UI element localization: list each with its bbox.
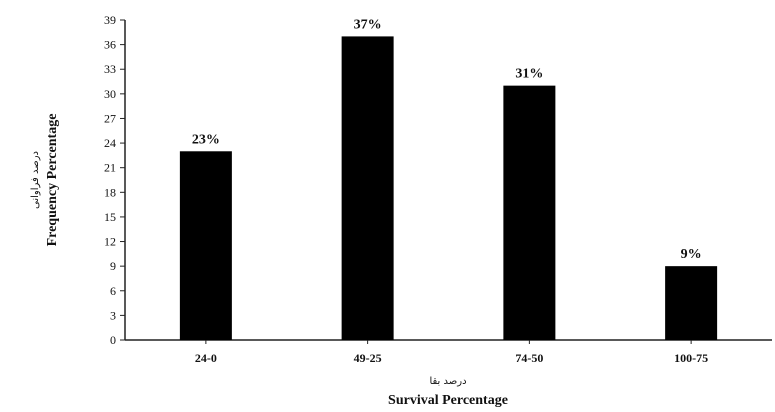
y-tick-label: 18: [104, 185, 116, 199]
y-tick-label: 30: [104, 87, 116, 101]
axes: [124, 20, 772, 341]
data-label-74-50: 31%: [515, 67, 543, 82]
data-label-100-75: 9%: [681, 247, 702, 262]
x-tick-label-100-75: 100-75: [674, 351, 708, 365]
y-tick-label: 6: [110, 284, 116, 298]
x-tick-label-24-0: 24-0: [195, 351, 217, 365]
data-labels: 23% 37% 31% 9%: [192, 17, 702, 262]
x-axis-title-persian: درصد بقا: [429, 376, 466, 387]
data-label-24-0: 23%: [192, 132, 220, 147]
y-tick-label: 12: [104, 235, 116, 249]
x-tick-label-49-25: 49-25: [354, 351, 382, 365]
x-tick-label-74-50: 74-50: [515, 351, 543, 365]
bar-24-0: [179, 151, 232, 340]
y-tick-label: 21: [104, 161, 116, 175]
y-axis-title: Frequency Percentage: [45, 114, 60, 247]
y-tick-label: 36: [104, 38, 116, 52]
x-tick-labels: 24-0 49-25 74-50 100-75: [195, 340, 708, 365]
y-tick-label: 39: [104, 13, 116, 27]
x-axis-title: Survival Percentage: [388, 393, 508, 408]
y-axis-title-persian: درصد فراوانی: [30, 151, 41, 209]
y-tick-label: 24: [104, 136, 116, 150]
data-label-49-25: 37%: [354, 17, 382, 32]
y-tick-label: 27: [104, 111, 116, 125]
bar-100-75: [665, 266, 718, 340]
y-tick-label: 33: [104, 62, 116, 76]
bars: [179, 36, 718, 341]
y-tick-label: 0: [110, 333, 116, 347]
bar-74-50: [503, 85, 556, 341]
y-tick-label: 9: [110, 259, 116, 273]
y-tick-label: 15: [104, 210, 116, 224]
bar-49-25: [341, 36, 394, 341]
y-tick-label: 3: [110, 308, 116, 322]
